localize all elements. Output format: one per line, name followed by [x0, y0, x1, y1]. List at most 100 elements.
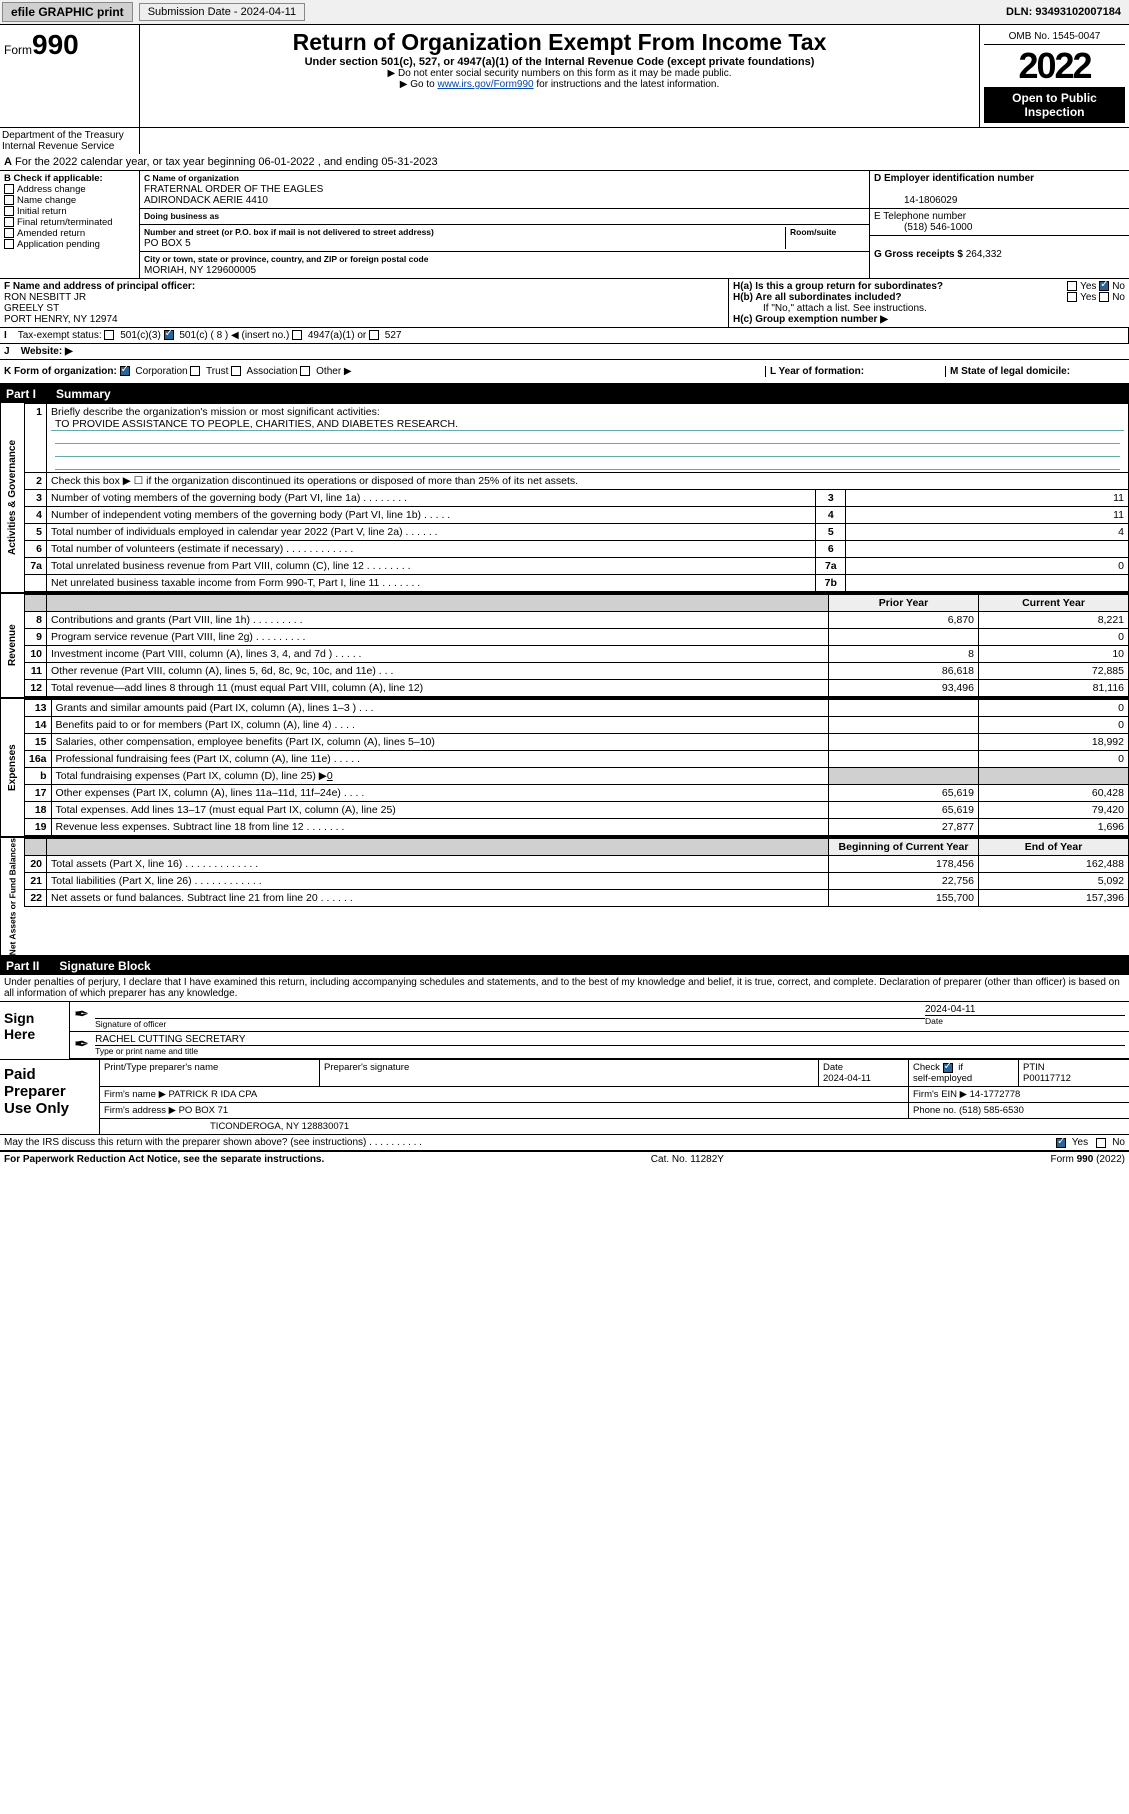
- form-title: Return of Organization Exempt From Incom…: [144, 29, 975, 56]
- officer-name: RON NESBITT JR: [4, 292, 86, 303]
- l15-text: Salaries, other compensation, employee b…: [51, 734, 828, 751]
- addr-label: Number and street (or P.O. box if mail i…: [144, 227, 434, 237]
- firm-ein: 14-1772778: [970, 1089, 1021, 1100]
- l13-prior: [829, 700, 979, 717]
- chk-association[interactable]: [231, 366, 241, 376]
- e-phone-label: E Telephone number: [874, 211, 966, 222]
- l20-prior: 178,456: [829, 856, 979, 873]
- l2-text: Check this box ▶ ☐ if the organization d…: [47, 473, 1129, 490]
- part1-number: Part I: [6, 387, 36, 401]
- org-name-1: FRATERNAL ORDER OF THE EAGLES: [144, 184, 323, 195]
- chk-501c3[interactable]: [104, 330, 114, 340]
- l7b-val: [846, 575, 1129, 592]
- i-label: Tax-exempt status:: [18, 330, 102, 341]
- l18-prior: 65,619: [829, 802, 979, 819]
- form-header: Form990 Return of Organization Exempt Fr…: [0, 25, 1129, 128]
- chk-ha-yes[interactable]: [1067, 281, 1077, 291]
- l16b-text: Total fundraising expenses (Part IX, col…: [51, 768, 828, 785]
- l14-prior: [829, 717, 979, 734]
- sidelabel-expenses: Expenses: [0, 699, 24, 836]
- chk-other[interactable]: [300, 366, 310, 376]
- l19-curr: 1,696: [979, 819, 1129, 836]
- l4-val: 11: [846, 507, 1129, 524]
- form-subtitle-1: Under section 501(c), 527, or 4947(a)(1)…: [144, 56, 975, 68]
- l13-text: Grants and similar amounts paid (Part IX…: [51, 700, 828, 717]
- b-label: B Check if applicable:: [4, 173, 103, 184]
- chk-trust[interactable]: [190, 366, 200, 376]
- h-b-label: H(b) Are all subordinates included?: [733, 292, 902, 303]
- l20-curr: 162,488: [979, 856, 1129, 873]
- l11-curr: 72,885: [979, 663, 1129, 680]
- chk-application-pending[interactable]: [4, 239, 14, 249]
- l16b-prior: [829, 768, 979, 785]
- chk-501c[interactable]: [164, 330, 174, 340]
- chk-final-return[interactable]: [4, 217, 14, 227]
- ptin-label: PTIN: [1023, 1062, 1045, 1073]
- chk-ha-no[interactable]: [1099, 281, 1109, 291]
- part2-number: Part II: [6, 959, 39, 973]
- l18-text: Total expenses. Add lines 13–17 (must eq…: [51, 802, 828, 819]
- print-name-label: Type or print name and title: [95, 1045, 1125, 1056]
- sig-officer-label: Signature of officer: [95, 1018, 925, 1029]
- l9-prior: [829, 629, 979, 646]
- chk-may-irs-no[interactable]: [1096, 1138, 1106, 1148]
- k-label: K Form of organization:: [4, 366, 117, 377]
- firm-addr1: PO BOX 71: [179, 1105, 229, 1116]
- firm-name-label: Firm's name ▶: [104, 1089, 166, 1100]
- m-label: M State of legal domicile:: [950, 366, 1070, 377]
- l9-text: Program service revenue (Part VIII, line…: [47, 629, 829, 646]
- l16a-text: Professional fundraising fees (Part IX, …: [51, 751, 828, 768]
- l1-label: Briefly describe the organization's miss…: [51, 406, 380, 418]
- l22-text: Net assets or fund balances. Subtract li…: [47, 890, 829, 907]
- dba-label: Doing business as: [144, 211, 219, 221]
- chk-may-irs-yes[interactable]: [1056, 1138, 1066, 1148]
- h-c-label: H(c) Group exemption number ▶: [733, 314, 888, 325]
- l12-prior: 93,496: [829, 680, 979, 697]
- part1-header: Part I Summary: [0, 385, 1129, 403]
- l16a-prior: [829, 751, 979, 768]
- l5-val: 4: [846, 524, 1129, 541]
- firm-phone: (518) 585-6530: [959, 1105, 1024, 1116]
- end-year-hdr: End of Year: [979, 839, 1129, 856]
- l16b-curr: [979, 768, 1129, 785]
- j-website-label: Website: ▶: [21, 346, 73, 357]
- l8-prior: 6,870: [829, 612, 979, 629]
- chk-amended-return[interactable]: [4, 228, 14, 238]
- officer-street: GREELY ST: [4, 303, 59, 314]
- l21-text: Total liabilities (Part X, line 26) . . …: [47, 873, 829, 890]
- irs-link[interactable]: www.irs.gov/Form990: [437, 79, 533, 90]
- gross-receipts-value: 264,332: [966, 249, 1002, 260]
- l11-prior: 86,618: [829, 663, 979, 680]
- form-subtitle-2: ▶ Do not enter social security numbers o…: [144, 68, 975, 79]
- chk-hb-yes[interactable]: [1067, 292, 1077, 302]
- efile-print-button[interactable]: efile GRAPHIC print: [2, 2, 133, 22]
- l18-curr: 79,420: [979, 802, 1129, 819]
- chk-4947[interactable]: [292, 330, 302, 340]
- chk-hb-no[interactable]: [1099, 292, 1109, 302]
- l10-curr: 10: [979, 646, 1129, 663]
- sig-date: 2024-04-11: [925, 1004, 975, 1015]
- chk-corporation[interactable]: [120, 366, 130, 376]
- org-name-2: ADIRONDACK AERIE 4410: [144, 195, 268, 206]
- ein-value: 14-1806029: [874, 195, 957, 206]
- form-prefix: Form: [4, 43, 32, 57]
- dln-label: DLN: 93493102007184: [1000, 4, 1127, 20]
- l22-curr: 157,396: [979, 890, 1129, 907]
- tax-year: 2022: [984, 45, 1125, 87]
- l10-text: Investment income (Part VIII, column (A)…: [47, 646, 829, 663]
- k-l-m-row: K Form of organization: Corporation Trus…: [0, 360, 1129, 385]
- city-label: City or town, state or province, country…: [144, 254, 428, 264]
- pen-icon-2: ✒: [74, 1034, 89, 1056]
- l12-curr: 81,116: [979, 680, 1129, 697]
- form-subtitle-3: ▶ Go to www.irs.gov/Form990 for instruct…: [144, 79, 975, 90]
- h-b-note: If "No," attach a list. See instructions…: [733, 303, 1125, 314]
- may-irs-question: May the IRS discuss this return with the…: [4, 1137, 1056, 1148]
- l15-curr: 18,992: [979, 734, 1129, 751]
- chk-initial-return[interactable]: [4, 206, 14, 216]
- chk-527[interactable]: [369, 330, 379, 340]
- chk-self-employed[interactable]: [943, 1063, 953, 1073]
- chk-name-change[interactable]: [4, 195, 14, 205]
- chk-address-change[interactable]: [4, 184, 14, 194]
- l8-curr: 8,221: [979, 612, 1129, 629]
- firm-name: PATRICK R IDA CPA: [169, 1089, 258, 1100]
